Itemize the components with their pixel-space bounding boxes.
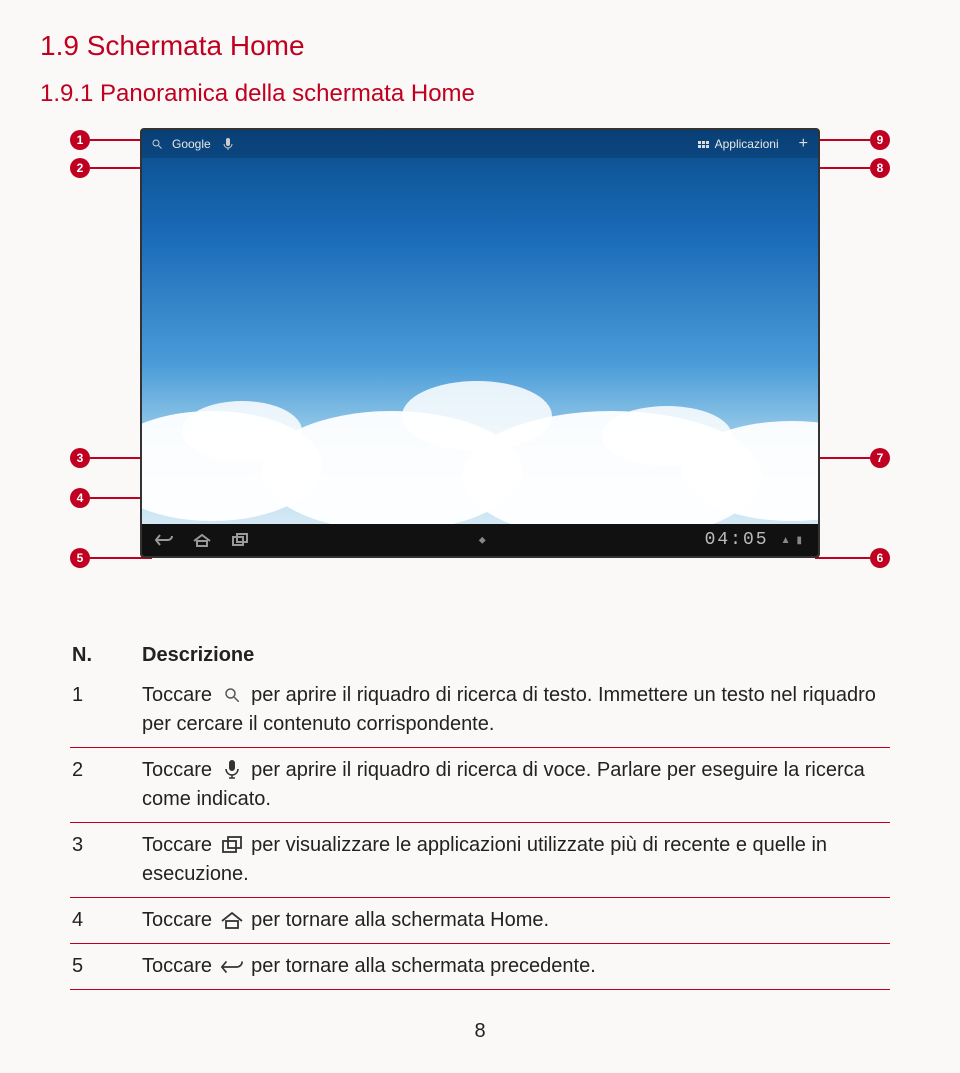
- desc-text-pre: Toccare: [142, 834, 218, 856]
- callout-8: 8: [870, 158, 890, 178]
- table-row: 1Toccare per aprire il riquadro di ricer…: [70, 673, 890, 748]
- wifi-icon: ▲: [781, 535, 791, 546]
- row-number: 1: [70, 673, 140, 748]
- add-widget-button[interactable]: +: [799, 135, 808, 153]
- callout-line: [815, 457, 870, 459]
- callout-2: 2: [70, 158, 90, 178]
- desc-text-post: per aprire il riquadro di ricerca di tes…: [142, 684, 876, 735]
- apps-grid-icon: [698, 141, 709, 148]
- row-description: Toccare per aprire il riquadro di ricerc…: [140, 673, 890, 748]
- table-header-n: N.: [70, 638, 140, 673]
- desc-text-post: per visualizzare le applicazioni utilizz…: [142, 834, 827, 885]
- callout-6: 6: [870, 548, 890, 568]
- table-row: 4Toccare per tornare alla schermata Home…: [70, 898, 890, 944]
- home-icon: [220, 910, 244, 930]
- back-icon: [220, 957, 244, 977]
- google-label: Google: [172, 137, 211, 151]
- recent-apps-button[interactable]: [228, 531, 252, 549]
- row-number: 2: [70, 748, 140, 823]
- section-title: 1.9 Schermata Home: [40, 30, 920, 62]
- google-search-widget[interactable]: Google: [142, 137, 237, 151]
- row-description: Toccare per aprire il riquadro di ricerc…: [140, 748, 890, 823]
- callout-4: 4: [70, 488, 90, 508]
- callout-5: 5: [70, 548, 90, 568]
- apps-label-text: Applicazioni: [715, 137, 779, 151]
- table-row: 3Toccare per visualizzare le applicazion…: [70, 823, 890, 898]
- search-icon: [150, 137, 164, 151]
- applications-button[interactable]: Applicazioni: [698, 137, 779, 151]
- subsection-title: 1.9.1 Panoramica della schermata Home: [40, 80, 920, 108]
- callout-1: 1: [70, 130, 90, 150]
- description-table: N. Descrizione 1Toccare per aprire il ri…: [70, 638, 890, 990]
- mic-icon[interactable]: [219, 137, 237, 151]
- row-number: 4: [70, 898, 140, 944]
- table-row: 2Toccare per aprire il riquadro di ricer…: [70, 748, 890, 823]
- mic-icon: [220, 759, 244, 779]
- back-button[interactable]: [152, 531, 176, 549]
- desc-text-pre: Toccare: [142, 759, 218, 781]
- desc-text-post: per tornare alla schermata Home.: [246, 909, 549, 931]
- page-number: 8: [40, 1020, 920, 1043]
- tablet-system-bar: ⬥ 04:05 ▲ ▮: [142, 524, 818, 556]
- row-number: 5: [70, 944, 140, 990]
- callout-7: 7: [870, 448, 890, 468]
- clock[interactable]: 04:05: [705, 530, 769, 550]
- table-row: 5Toccare per tornare alla schermata prec…: [70, 944, 890, 990]
- status-icon: ⬥: [479, 535, 486, 546]
- wallpaper-clouds: [142, 381, 818, 521]
- desc-text-post: per aprire il riquadro di ricerca di voc…: [142, 759, 865, 810]
- recent-icon: [220, 835, 244, 855]
- tablet-top-bar: Google Applicazioni +: [142, 130, 818, 158]
- row-number: 3: [70, 823, 140, 898]
- desc-text-pre: Toccare: [142, 684, 218, 706]
- home-button[interactable]: [190, 531, 214, 549]
- row-description: Toccare per tornare alla schermata prece…: [140, 944, 890, 990]
- callout-9: 9: [870, 130, 890, 150]
- row-description: Toccare per tornare alla schermata Home.: [140, 898, 890, 944]
- home-screen-figure: 1 2 3 4 5 9 8 7 6: [70, 128, 890, 598]
- table-header-description: Descrizione: [140, 638, 890, 673]
- desc-text-pre: Toccare: [142, 909, 218, 931]
- tablet-screenshot: Google Applicazioni +: [140, 128, 820, 558]
- callout-3: 3: [70, 448, 90, 468]
- battery-icon: ▮: [796, 535, 802, 546]
- search-icon: [220, 685, 244, 705]
- callout-line: [815, 557, 870, 559]
- row-description: Toccare per visualizzare le applicazioni…: [140, 823, 890, 898]
